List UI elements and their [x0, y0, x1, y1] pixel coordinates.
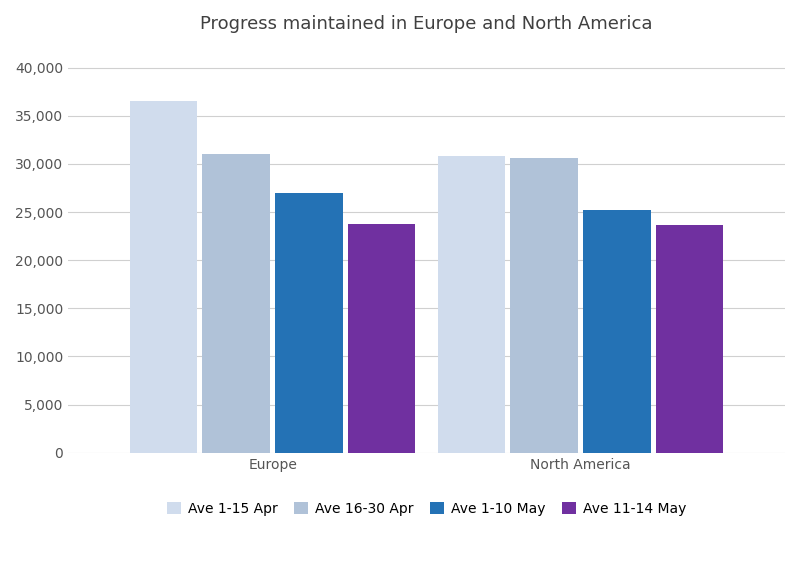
Bar — [202, 154, 270, 453]
Title: Progress maintained in Europe and North America: Progress maintained in Europe and North … — [200, 15, 653, 33]
Bar — [583, 210, 650, 453]
Bar — [510, 158, 578, 453]
Bar — [130, 102, 198, 453]
Legend: Ave 1-15 Apr, Ave 16-30 Apr, Ave 1-10 May, Ave 11-14 May: Ave 1-15 Apr, Ave 16-30 Apr, Ave 1-10 Ma… — [162, 496, 692, 521]
Bar — [348, 224, 415, 453]
Bar — [656, 224, 723, 453]
Bar — [275, 193, 342, 453]
Bar — [438, 156, 506, 453]
